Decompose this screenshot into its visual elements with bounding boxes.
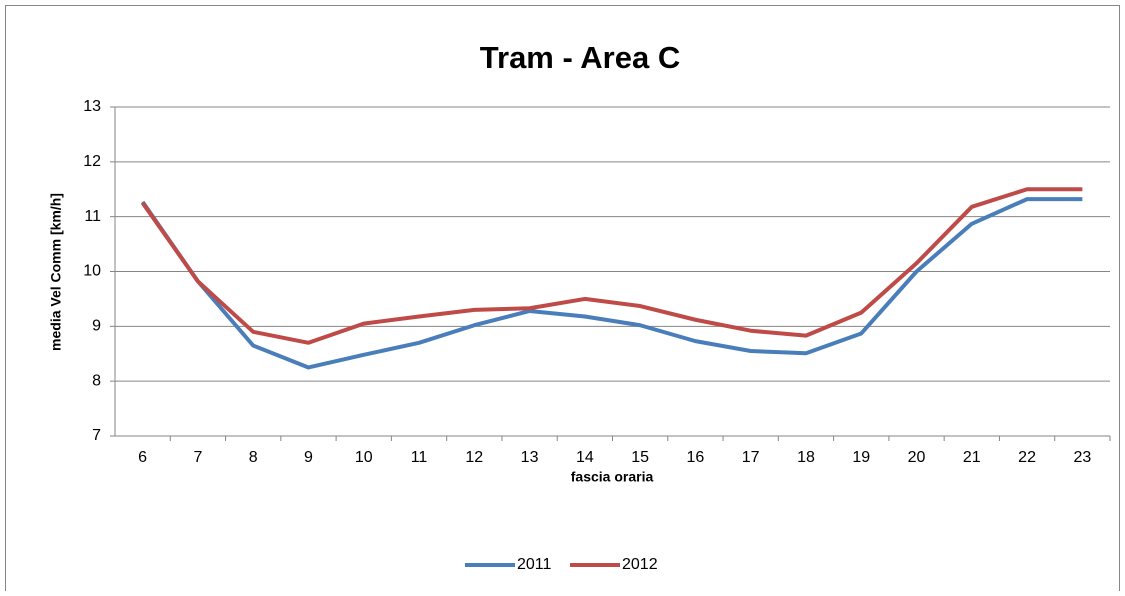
x-tick-label: 14 [576,449,594,466]
y-tick-label: 10 [83,263,101,280]
x-tick-label: 8 [249,449,258,466]
x-tick-label: 23 [1073,449,1091,466]
y-tick-label: 11 [84,208,101,225]
chart-title: Tram - Area C [480,40,680,75]
series-line [141,187,1083,345]
x-tick-label: 16 [687,449,705,466]
x-axis-label: fascia oraria [571,469,654,485]
series-line [140,197,1083,370]
x-tick-label: 18 [797,449,815,466]
y-tick-label: 13 [83,98,101,115]
x-tick-label: 15 [631,449,649,466]
x-tick-label: 19 [852,449,870,466]
x-tick-label: 12 [465,449,483,466]
legend-label: 2011 [517,556,552,573]
x-tick-label: 6 [138,449,147,466]
x-tick-label: 22 [1018,449,1036,466]
x-tick-label: 17 [742,449,760,466]
x-tick-label: 10 [355,449,373,466]
x-tick-label: 20 [908,449,926,466]
chart-border [5,5,1120,596]
legend-label: 2012 [622,556,658,573]
x-tick-label: 9 [304,449,313,466]
x-tick-label: 7 [193,449,202,466]
y-axis-label: media Vel Comm [km/h] [48,193,64,351]
x-tick-label: 21 [963,449,981,466]
y-tick-label: 9 [92,318,101,335]
y-tick-label: 12 [83,153,101,170]
y-tick-label: 7 [92,427,101,444]
x-tick-label: 11 [411,449,428,466]
x-tick-label: 13 [521,449,539,466]
y-tick-label: 8 [92,372,101,389]
